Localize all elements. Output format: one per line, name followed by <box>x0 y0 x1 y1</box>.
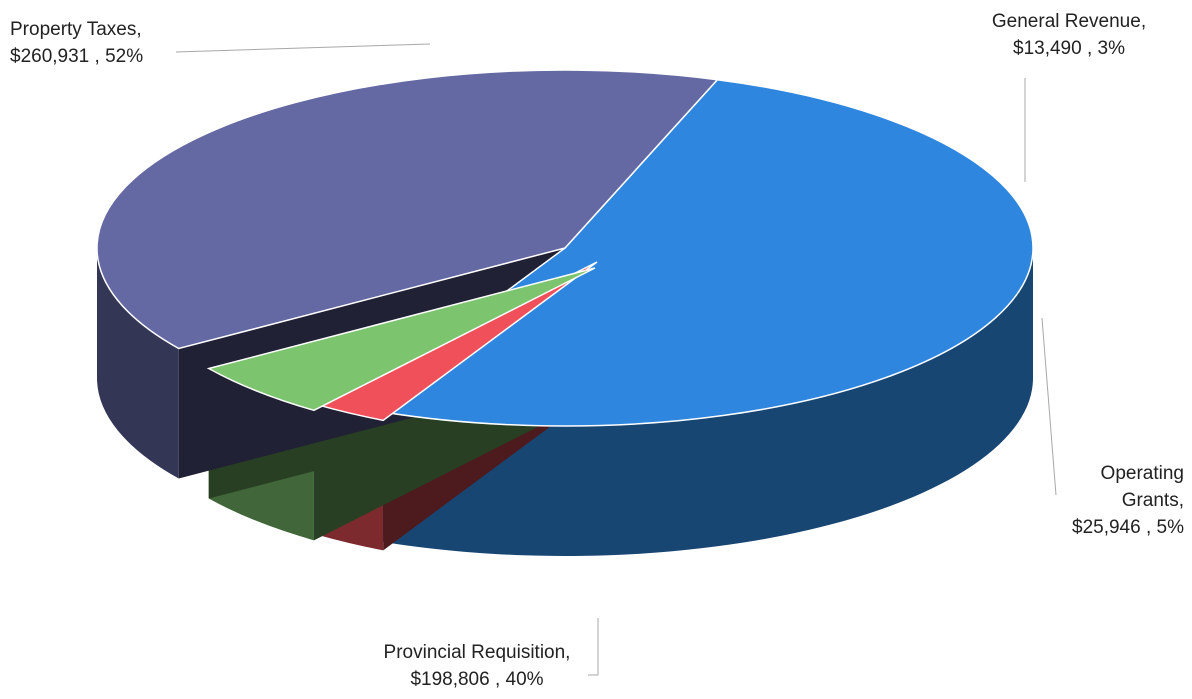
pie-slices-layer <box>96 69 1034 556</box>
leader-line-property-taxes <box>175 43 431 53</box>
leader-lines-layer <box>175 43 1057 676</box>
slice-outer-wall-provincial-requisition <box>97 248 179 479</box>
data-label-operating-grants: Operating Grants, $25,946 , 5% <box>1072 460 1184 541</box>
label-value: $13,490 , 3% <box>1013 38 1125 59</box>
label-category: Property Taxes, <box>10 19 142 40</box>
leader-line-provincial-requisition <box>588 618 599 676</box>
slice-outer-wall-property-taxes <box>351 248 1034 556</box>
data-label-provincial-requisition: Provincial Requisition, $198,806 , 40% <box>362 639 592 693</box>
data-label-property-taxes: Property Taxes, $260,931 , 52% <box>10 16 143 70</box>
data-label-general-revenue: General Revenue, $13,490 , 3% <box>970 8 1168 62</box>
slice-provincial-requisition <box>96 69 719 350</box>
slice-property-taxes <box>349 78 1034 427</box>
label-category: Provincial Requisition, <box>383 642 571 663</box>
label-category: General Revenue, <box>991 11 1147 32</box>
label-category: Grants, <box>1121 490 1184 511</box>
label-value: $260,931 , 52% <box>10 46 144 67</box>
slice-operating-grants <box>206 267 596 412</box>
label-value: $198,806 , 40% <box>410 669 544 690</box>
leader-line-operating-grants <box>1041 317 1057 496</box>
label-category: Operating <box>1100 463 1184 484</box>
label-value: $25,946 , 5% <box>1072 517 1184 538</box>
